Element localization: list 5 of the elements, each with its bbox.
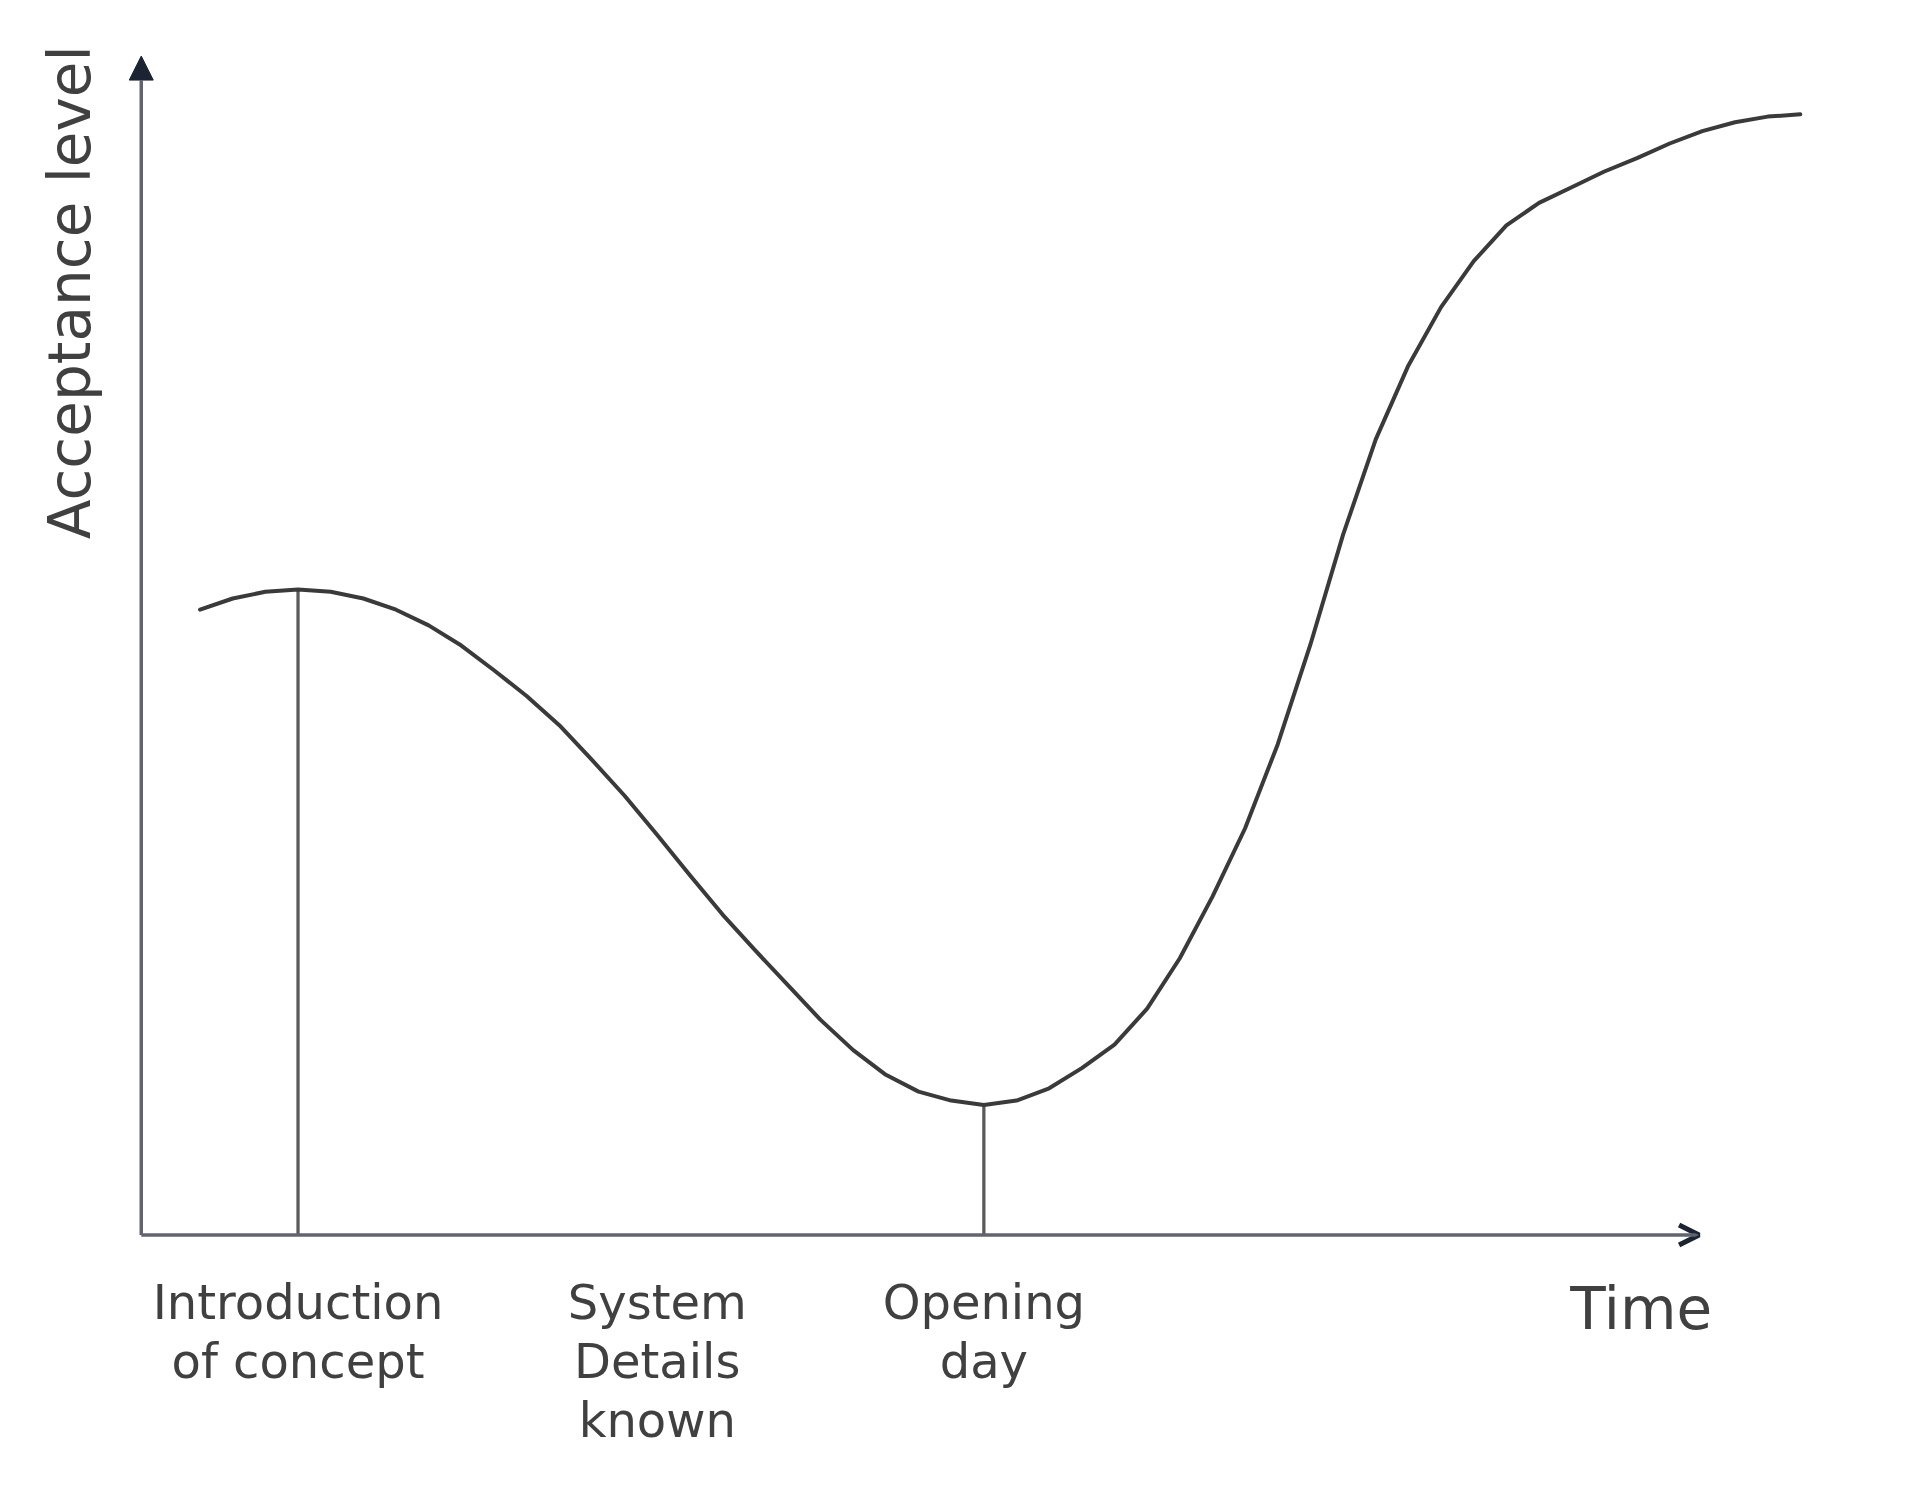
- x-axis-title: Time: [1569, 1275, 1713, 1344]
- y-axis-title: Acceptance level: [36, 45, 105, 540]
- x-tick-label: Opening day: [882, 1274, 1086, 1390]
- x-tick-label: Introduction of concept: [152, 1274, 444, 1390]
- x-tick-label: System Details known: [567, 1274, 747, 1448]
